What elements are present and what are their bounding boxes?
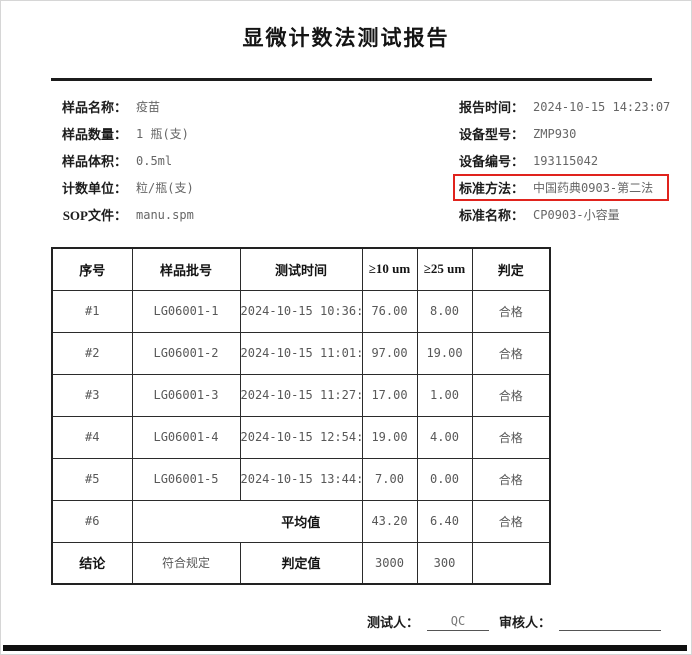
limit-ge25um-cell: 300 — [416, 541, 473, 585]
count-unit-value: 粒/瓶(支) — [136, 181, 194, 195]
info-right-column: 报告时间： 2024-10-15 14:23:07 设备型号： ZMP930 设… — [453, 93, 689, 228]
cell-judgement: 合格 — [471, 499, 551, 543]
table-row: #2 LG06001-2 2024-10-15 11:01:16 97.00 1… — [51, 331, 551, 375]
cell-batch: LG06001-4 — [131, 415, 241, 459]
tester-signature-line: QC — [426, 613, 489, 631]
standard-method-label: 标准方法： — [459, 181, 525, 196]
cell-judgement: 合格 — [471, 415, 551, 459]
device-model-value: ZMP930 — [533, 126, 577, 141]
table-header-row: 序号 样品批号 测试时间 ≥10 um ≥25 um 判定 — [51, 247, 551, 291]
conclusion-row: 结论 符合规定 判定值 3000 300 — [51, 541, 551, 585]
cell-ge25um: 1.00 — [416, 373, 473, 417]
cell-ge25um: 4.00 — [416, 415, 473, 459]
cell-batch: LG06001-5 — [131, 457, 241, 501]
column-header-ge25um: ≥25 um — [416, 247, 473, 291]
cell-ge10um: 19.00 — [361, 415, 418, 459]
bottom-divider — [3, 645, 687, 651]
sample-quantity-row: 样品数量： 1 瓶(支) — [41, 120, 351, 147]
count-unit-row: 计数单位： 粒/瓶(支) — [41, 174, 351, 201]
conclusion-value-cell: 符合规定 — [131, 541, 241, 585]
cell-index: #1 — [51, 289, 133, 333]
cell-test-time: 2024-10-15 11:27:14 — [239, 373, 363, 417]
device-model-label: 设备型号： — [459, 127, 525, 142]
standard-name-value: CP0903-小容量 — [533, 208, 620, 222]
column-header-batch: 样品批号 — [131, 247, 241, 291]
table-row: #4 LG06001-4 2024-10-15 12:54:11 19.00 4… — [51, 415, 551, 459]
report-time-value: 2024-10-15 14:23:07 — [533, 99, 671, 114]
cell-test-time: 2024-10-15 13:44:29 — [239, 457, 363, 501]
conclusion-label-cell: 结论 — [51, 541, 133, 585]
device-serial-row: 设备编号： 193115042 — [459, 147, 689, 174]
cell-test-time: 2024-10-15 10:36:05 — [239, 289, 363, 333]
table-row: #3 LG06001-3 2024-10-15 11:27:14 17.00 1… — [51, 373, 551, 417]
column-header-judgement: 判定 — [471, 247, 551, 291]
cell-ge25um: 8.00 — [416, 289, 473, 333]
cell-batch: LG06001-1 — [131, 289, 241, 333]
cell-judgement: 合格 — [471, 289, 551, 333]
average-label-cell: 平均值 — [240, 499, 363, 543]
sop-file-value: manu.spm — [136, 207, 194, 222]
sop-file-label: SOP文件： — [62, 208, 127, 223]
standard-method-row: 标准方法： 中国药典0903-第二法 — [453, 174, 689, 201]
info-left-column: 样品名称： 疫苗 样品数量： 1 瓶(支) 样品体积： 0.5ml 计数单位： … — [41, 93, 351, 228]
cell-ge10um: 7.00 — [361, 457, 418, 501]
sample-name-label: 样品名称： — [61, 100, 127, 115]
sop-file-row: SOP文件： manu.spm — [41, 201, 351, 228]
cell-index: #6 — [51, 499, 133, 543]
sample-name-value: 疫苗 — [136, 100, 161, 114]
report-time-row: 报告时间： 2024-10-15 14:23:07 — [459, 93, 689, 120]
cell-judgement: 合格 — [471, 331, 551, 375]
cell-test-time: 2024-10-15 12:54:11 — [239, 415, 363, 459]
device-serial-value: 193115042 — [533, 153, 599, 168]
cell-index: #3 — [51, 373, 133, 417]
cell-batch-empty — [131, 499, 240, 543]
cell-judgement: 合格 — [471, 457, 551, 501]
cell-ge25um: 19.00 — [416, 331, 473, 375]
sample-quantity-value: 1 瓶(支) — [136, 127, 189, 141]
cell-index: #2 — [51, 331, 133, 375]
sample-name-row: 样品名称： 疫苗 — [41, 93, 351, 120]
sample-volume-value: 0.5ml — [136, 153, 173, 168]
signature-footer: 测试人： QC 审核人： — [1, 613, 661, 632]
limit-ge10um-cell: 3000 — [361, 541, 418, 585]
column-header-index: 序号 — [51, 247, 133, 291]
count-unit-label: 计数单位： — [61, 181, 127, 196]
report-title: 显微计数法测试报告 — [242, 26, 450, 50]
reviewer-signature-line — [559, 630, 661, 631]
standard-name-row: 标准名称： CP0903-小容量 — [459, 201, 689, 228]
standard-method-highlight-box: 标准方法： 中国药典0903-第二法 — [453, 174, 670, 201]
cell-batch: LG06001-2 — [131, 331, 241, 375]
average-row: #6 平均值 43.20 6.40 合格 — [51, 499, 551, 543]
title-divider — [51, 78, 652, 81]
cell-ge10um: 43.20 — [361, 499, 418, 543]
sample-volume-row: 样品体积： 0.5ml — [41, 147, 351, 174]
table-row: #1 LG06001-1 2024-10-15 10:36:05 76.00 8… — [51, 289, 551, 333]
cell-ge10um: 97.00 — [361, 331, 418, 375]
column-header-test-time: 测试时间 — [239, 247, 363, 291]
standard-name-label: 标准名称： — [459, 208, 525, 223]
device-model-row: 设备型号： ZMP930 — [459, 120, 689, 147]
cell-index: #5 — [51, 457, 133, 501]
cell-batch: LG06001-3 — [131, 373, 241, 417]
results-table: 序号 样品批号 测试时间 ≥10 um ≥25 um 判定 #1 LG06001… — [51, 247, 551, 585]
device-serial-label: 设备编号： — [459, 154, 525, 169]
cell-test-time: 2024-10-15 11:01:16 — [239, 331, 363, 375]
cell-judgement-empty — [471, 541, 551, 585]
reviewer-label: 审核人： — [498, 615, 551, 630]
cell-ge25um: 6.40 — [416, 499, 473, 543]
sample-quantity-label: 样品数量： — [61, 127, 127, 142]
tester-label: 测试人： — [366, 615, 419, 630]
report-time-label: 报告时间： — [459, 100, 525, 115]
cell-ge10um: 76.00 — [361, 289, 418, 333]
sample-volume-label: 样品体积： — [61, 154, 127, 169]
standard-method-value: 中国药典0903-第二法 — [533, 181, 654, 195]
cell-ge10um: 17.00 — [361, 373, 418, 417]
limit-label-cell: 判定值 — [239, 541, 363, 585]
cell-index: #4 — [51, 415, 133, 459]
table-row: #5 LG06001-5 2024-10-15 13:44:29 7.00 0.… — [51, 457, 551, 501]
column-header-ge10um: ≥10 um — [361, 247, 418, 291]
cell-ge25um: 0.00 — [416, 457, 473, 501]
cell-judgement: 合格 — [471, 373, 551, 417]
